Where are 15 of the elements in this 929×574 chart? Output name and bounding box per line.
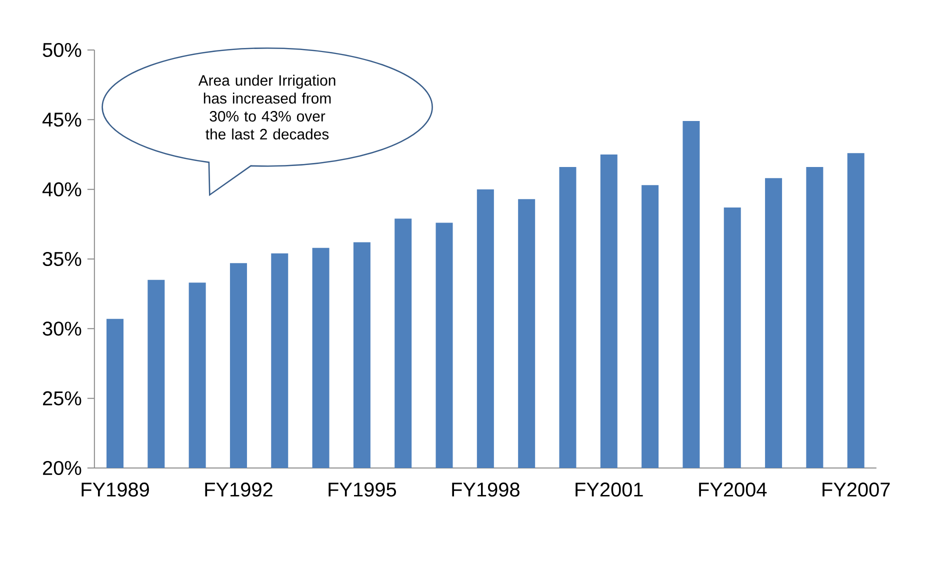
y-tick-label: 25%: [43, 391, 82, 406]
y-tick-label: 40%: [42, 182, 82, 196]
x-tick-label: FY2007: [822, 482, 890, 497]
x-tick-label: FY1992: [205, 482, 272, 497]
x-tick-label: FY2004: [699, 482, 767, 497]
y-tick-label: 20%: [43, 460, 82, 476]
x-tick-label: FY1989: [82, 482, 149, 497]
x-tick-label: FY2001: [576, 482, 643, 497]
y-tick-label: 30%: [42, 322, 82, 336]
x-tick-label: FY1995: [328, 482, 396, 497]
x-tick-label: FY1998: [452, 482, 520, 497]
annotation: Area under Irrigation has increased from 30% to 43% over the last 2 decades: [198, 74, 336, 140]
y-tick-label: 45%: [42, 112, 82, 127]
y-tick-label: 50%: [42, 42, 82, 58]
y-tick-label: 35%: [42, 252, 82, 266]
